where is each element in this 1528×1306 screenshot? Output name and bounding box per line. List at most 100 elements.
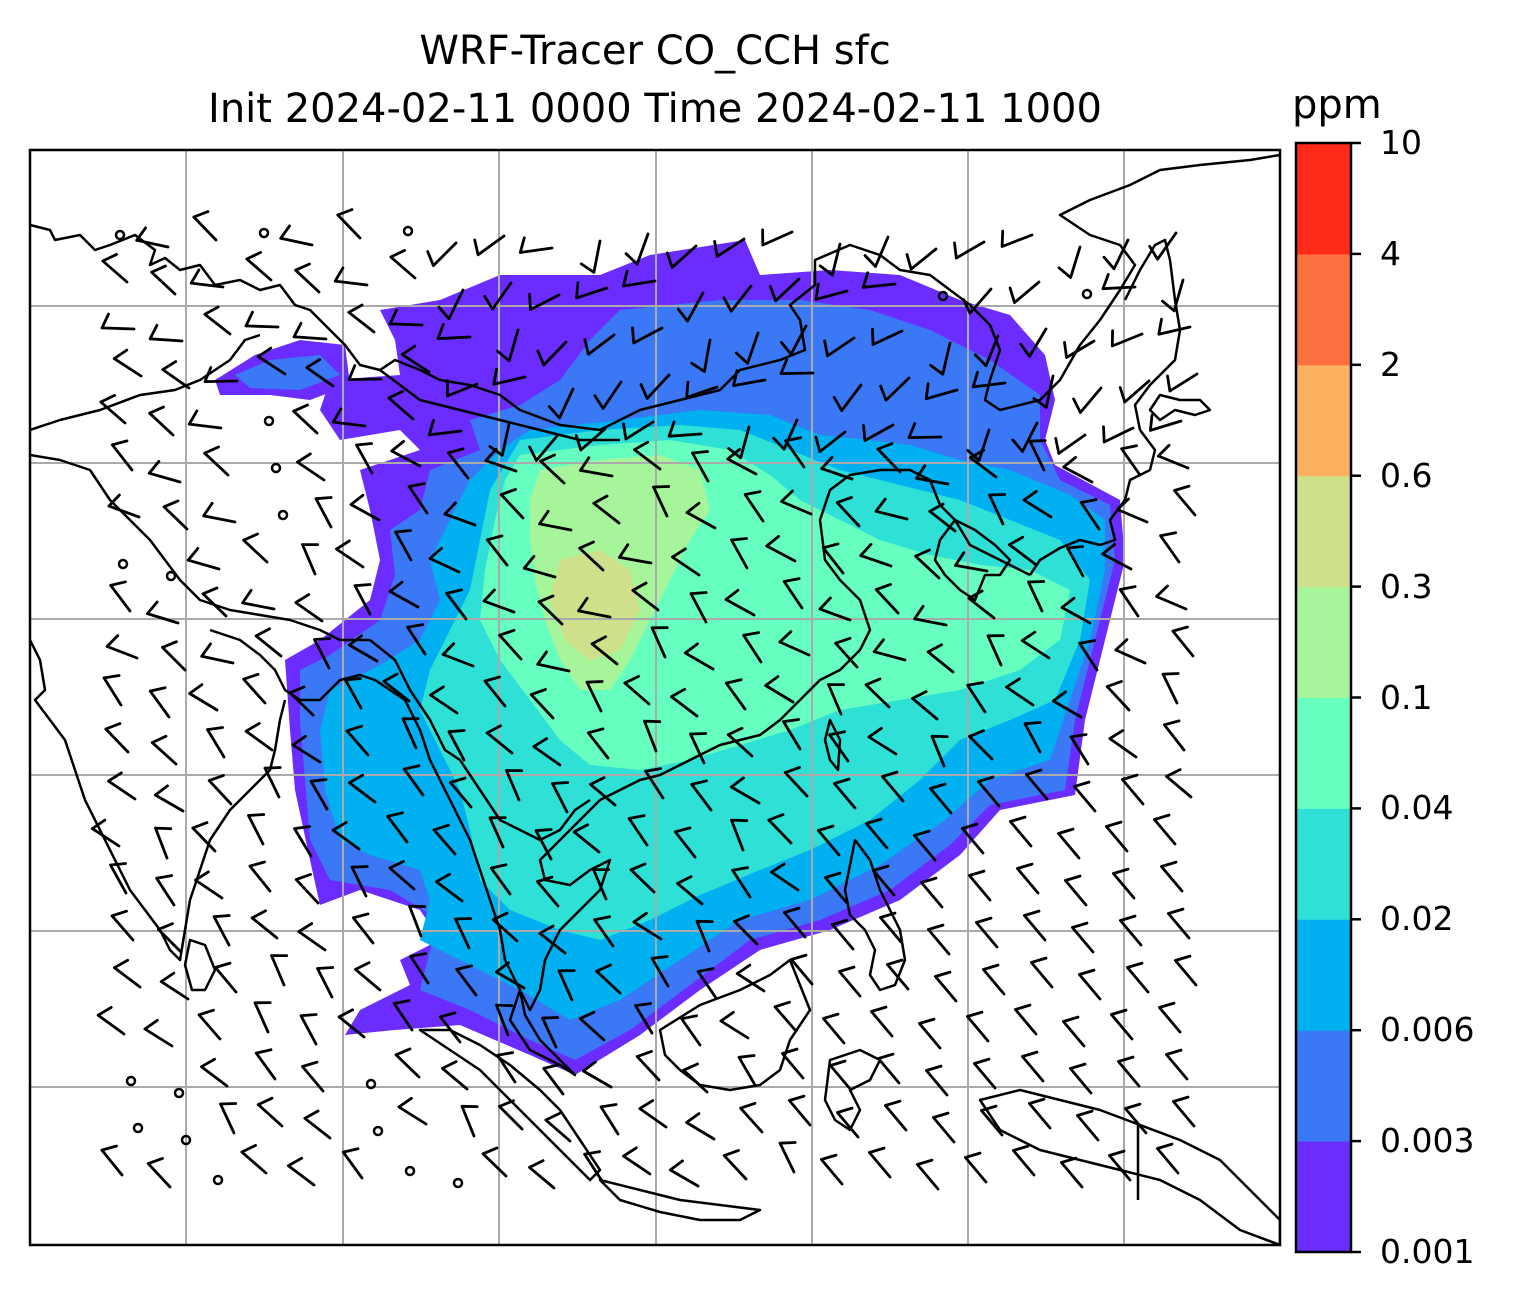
- wind-barb-379: [595, 963, 622, 995]
- wind-barb-450: [685, 1112, 716, 1141]
- wind-barb-296: [1025, 768, 1049, 801]
- wind-barb-231: [102, 674, 123, 707]
- calm-wind-marker-7: [402, 225, 414, 237]
- wind-barb-29: [333, 266, 369, 287]
- wind-barb-404: [680, 1014, 702, 1047]
- wind-barb-289: [690, 779, 713, 812]
- wind-barb-61: [780, 324, 808, 356]
- wind-barb-26: [189, 268, 225, 289]
- wind-barb-102: [528, 434, 559, 462]
- wind-barb-95: [187, 409, 223, 430]
- wind-barb-140: [162, 499, 189, 531]
- wind-barb-321: [1105, 820, 1129, 853]
- gridlines: [30, 150, 1280, 1245]
- contour-level-0.3: [550, 550, 640, 660]
- wind-barb-233: [188, 683, 219, 712]
- map-subtitle: Init 2024-02-11 0000 Time 2024-02-11 100…: [208, 86, 1102, 132]
- wind-barb-158: [1022, 489, 1053, 519]
- wind-barb-34: [575, 281, 609, 300]
- wind-barb-279: [207, 774, 233, 806]
- wind-barb-417: [200, 1057, 229, 1088]
- coastline-taiwan: [823, 718, 842, 772]
- wind-barb-39: [814, 282, 849, 301]
- wind-barb-348: [212, 914, 231, 947]
- wind-barb-195: [577, 596, 612, 619]
- wind-barb-175: [730, 537, 749, 570]
- wind-barb-435: [1069, 1062, 1093, 1095]
- wind-barb-191: [388, 580, 420, 609]
- wind-barb-238: [429, 685, 459, 715]
- wind-barb-343: [1064, 874, 1088, 907]
- wind-barb-273: [1023, 721, 1042, 754]
- wind-barb-90: [1072, 386, 1103, 414]
- wind-barb-282: [348, 773, 377, 804]
- wind-barb-368: [1167, 907, 1191, 940]
- wind-barb-480: [1012, 1144, 1036, 1177]
- wind-barb-38: [769, 277, 801, 303]
- wind-barb-179: [914, 548, 941, 580]
- wind-barb-225: [926, 643, 955, 674]
- wind-barb-427: [682, 1062, 709, 1094]
- wind-barb-357: [632, 911, 663, 941]
- wind-barb-405: [719, 1010, 750, 1040]
- wind-barb-181: [1008, 535, 1037, 566]
- wind-barb-207: [1155, 584, 1188, 611]
- wind-barb-352: [408, 904, 427, 938]
- wind-barb-307: [432, 823, 457, 856]
- wind-barb-346: [110, 909, 135, 942]
- wind-barb-274: [1069, 733, 1090, 766]
- wind-barb-113: [1054, 433, 1087, 455]
- wind-barb-414: [1158, 1001, 1182, 1034]
- colorbar-segment-7: [1296, 475, 1351, 588]
- wind-barb-94: [148, 405, 175, 437]
- wind-barb-147: [499, 488, 525, 520]
- wind-barb-453: [836, 1106, 860, 1139]
- wind-barb-278: [153, 784, 185, 813]
- wind-barb-152: [743, 490, 765, 523]
- wind-barb-261: [447, 729, 466, 762]
- wind-barb-313: [730, 818, 749, 852]
- wind-barb-32: [483, 281, 513, 311]
- wind-barb-12: [624, 232, 650, 266]
- calm-wind-marker-463: [212, 1174, 224, 1186]
- wind-barb-17: [863, 235, 890, 268]
- wind-barb-457: [1028, 1097, 1052, 1130]
- coastline-sumatra: [418, 1028, 602, 1182]
- wind-barb-145: [407, 482, 429, 515]
- wind-barb-413: [1110, 1008, 1134, 1041]
- wind-barb-375: [409, 952, 430, 985]
- wind-barb-218: [590, 635, 619, 666]
- wind-barb-159: [1079, 498, 1101, 531]
- wind-barb-316: [865, 817, 889, 850]
- wind-barb-293: [881, 770, 905, 803]
- wind-barb-462: [146, 1157, 172, 1189]
- wind-barb-202: [913, 604, 948, 627]
- wind-barb-281: [309, 778, 329, 811]
- wind-barb-400: [495, 1003, 514, 1037]
- wind-barb-37: [722, 284, 753, 313]
- wind-barb-245: [764, 675, 795, 704]
- wind-barb-25: [150, 264, 177, 296]
- wind-barb-331: [489, 863, 512, 896]
- wind-barb-423: [496, 1051, 517, 1084]
- wind-barb-70: [112, 348, 143, 378]
- wind-barb-178: [859, 542, 893, 568]
- wind-barb-155: [874, 497, 909, 521]
- colorbar-segment-9: [1296, 253, 1351, 366]
- wind-barb-114: [1102, 425, 1135, 444]
- wind-barb-6: [336, 208, 362, 240]
- calm-wind-marker-420: [365, 1078, 377, 1090]
- wind-barb-268: [782, 718, 802, 751]
- wind-barb-103: [574, 427, 607, 452]
- wind-barb-345: [1160, 860, 1184, 893]
- colorbar-segment-8: [1296, 364, 1351, 477]
- wind-barb-170: [485, 534, 509, 567]
- wind-barb-98: [331, 407, 367, 428]
- wind-barb-272: [968, 729, 994, 761]
- wind-barb-228: [1078, 639, 1099, 672]
- colorbar-tick-label: 0.6: [1380, 455, 1433, 495]
- wind-barb-441: [256, 1096, 284, 1128]
- wind-barb-360: [783, 906, 807, 939]
- wind-barb-428: [737, 1054, 757, 1087]
- wind-barb-100: [427, 418, 463, 437]
